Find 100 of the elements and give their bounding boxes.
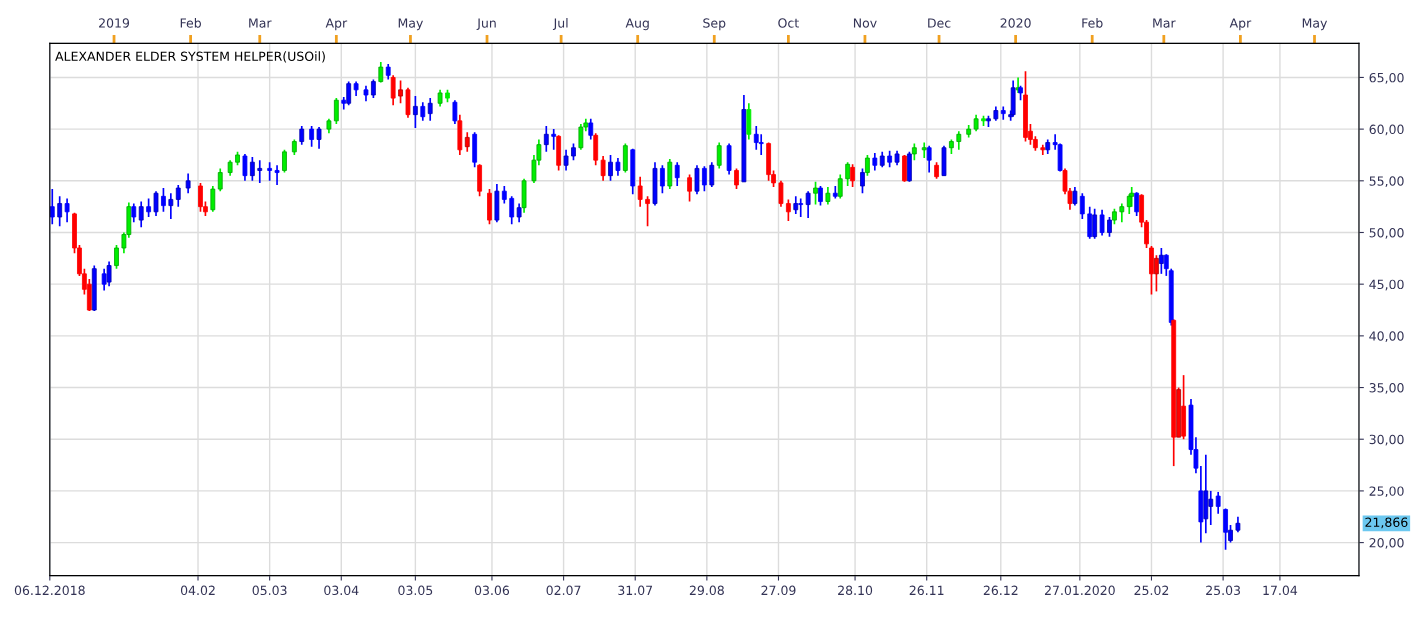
candlestick [185,172,191,195]
candlestick [778,179,784,208]
candlestick [1079,192,1085,220]
y-tick-label: 20,00 [1369,538,1404,549]
y-tick-label: 60,00 [1369,124,1404,136]
candlestick [1163,253,1169,277]
candlestick [153,190,159,217]
x-tick-label: 04.02 [180,585,215,596]
candlestick [210,185,216,213]
candlestick [694,164,700,196]
x2-tick-label: Mar [249,18,272,28]
candlestick [412,95,418,129]
candlestick [299,125,305,146]
x-tick-label: 26.12 [983,585,1018,596]
candlestick [551,128,557,151]
candlestick [578,123,584,151]
x-tick-label: 27.01.2020 [1044,585,1115,596]
x2-tick-label: Feb [180,18,201,28]
candlestick [452,99,458,125]
x-tick-label: 02.07 [546,585,581,596]
candlestick [734,167,739,190]
y-tick-label: 55,00 [1369,176,1404,188]
candlestick [106,260,112,288]
text: ALEXANDER ELDER SYSTEM HELPER(USOil) [55,51,325,63]
candlestick [420,101,426,122]
x2-tick-label: Dec [928,18,951,28]
candlestick [1000,105,1006,121]
candlestick [242,153,248,182]
candlestick [543,125,549,153]
x-tick-label: 06.12.2018 [14,585,85,596]
x-tick-label: 03.04 [324,585,359,596]
x2-tick-label: Jul [552,18,568,31]
candlestick [249,156,255,182]
x-tick-label: 17.04 [1263,585,1298,596]
candlestick [709,161,715,188]
y-tick-label: 25,00 [1369,486,1404,498]
candlestick [716,141,722,170]
candlestick [563,148,569,172]
candlestick [464,131,470,153]
x-tick-label: 31.07 [618,585,653,596]
candlestick [161,187,166,213]
y-tick-label: 40,00 [1369,331,1404,343]
candlestick [427,97,433,122]
candlestick [333,97,339,125]
candlestick [926,144,932,174]
x2-tick-label: 2020 [1000,18,1031,28]
candlestick [370,78,376,99]
y-tick-label: 45,00 [1369,279,1404,291]
x2-tick-label: Sep [703,18,726,31]
x2-tick-label: Jun [476,18,496,31]
candlestick [168,192,174,220]
x2-tick-label: 2019 [99,18,130,28]
candlestick [175,184,181,208]
candlestick [138,200,144,229]
candlestick [588,117,594,141]
candlestick [956,130,962,151]
candlestick [845,161,851,187]
candlestick [398,79,403,105]
candlestick [701,165,707,192]
candlestick [637,175,643,208]
x-tick-label: 25.02 [1134,585,1169,596]
candlestick [660,164,665,195]
y-tick-label: 35,00 [1369,383,1404,394]
candlestick [813,181,818,206]
candlestick [64,197,70,223]
candlestick [865,154,870,177]
candlestick [146,197,152,218]
candlestick [1099,208,1105,237]
candlestick [257,159,263,184]
x-tick-label: 03.05 [398,585,433,596]
candlestick [217,167,223,192]
x2-tick-label: Feb [1082,18,1103,28]
candlestick [1087,205,1093,240]
y-tick-label: 30,00 [1369,434,1404,446]
candlestick [805,190,811,219]
x-tick-label: 29.08 [689,585,724,596]
x-tick-label: 27.09 [761,585,796,596]
candlestick [1072,186,1078,207]
candlestick [274,164,280,186]
candlestick [674,161,680,187]
x2-tick-label: Oct [778,18,799,28]
candlestick [758,133,764,156]
candlestick [131,202,137,223]
candlestick [114,244,119,270]
candlestick [49,188,55,226]
candlestick [390,74,396,107]
candlestick [378,61,384,84]
candlestick [645,195,650,228]
x2-tick-label: Aug [625,18,649,31]
candlestick [57,195,63,228]
x-tick-label: 25.03 [1206,585,1240,596]
candlestick [667,158,673,190]
candlestick [608,154,613,182]
candlestick [860,167,865,195]
x-tick-label: 03.06 [474,585,510,596]
candlestick [1119,202,1125,223]
candlestick [600,155,606,182]
text: 21,866 [1365,517,1408,529]
candlestick [1215,491,1221,515]
candlestick [282,148,287,174]
